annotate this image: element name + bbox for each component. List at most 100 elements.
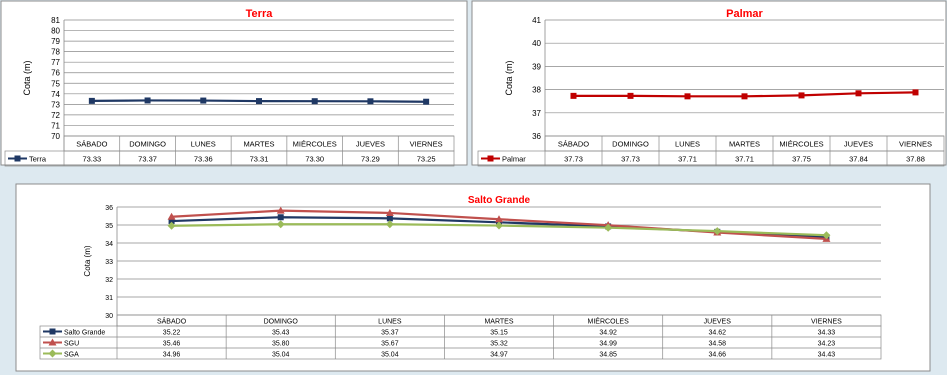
data-value-cell: 35.67 bbox=[381, 341, 399, 348]
data-point bbox=[385, 220, 394, 229]
y-tick-label: 74 bbox=[51, 90, 60, 99]
legend-key-marker bbox=[49, 328, 56, 335]
x-category-label: MARTES bbox=[729, 140, 760, 149]
x-category-label: DOMINGO bbox=[612, 140, 649, 149]
data-point bbox=[855, 90, 862, 97]
y-tick-label: 34 bbox=[105, 241, 113, 248]
data-value-cell: 73.29 bbox=[361, 155, 380, 164]
data-point bbox=[684, 93, 691, 100]
data-point bbox=[912, 89, 919, 96]
data-value-cell: 37.88 bbox=[906, 155, 925, 164]
y-tick-label: 32 bbox=[105, 277, 113, 284]
y-tick-label: 31 bbox=[105, 295, 113, 302]
x-category-label: VIERNES bbox=[811, 319, 842, 326]
data-value-cell: 35.32 bbox=[490, 341, 508, 348]
data-point bbox=[200, 97, 207, 104]
data-value-cell: 73.30 bbox=[305, 155, 324, 164]
x-category-label: SÁBADO bbox=[558, 140, 589, 149]
legend-series-name: Terra bbox=[29, 155, 47, 164]
data-value-cell: 34.99 bbox=[599, 341, 617, 348]
x-category-label: LUNES bbox=[378, 319, 402, 326]
chart-panel bbox=[471, 0, 947, 166]
y-tick-label: 38 bbox=[532, 86, 541, 95]
data-point bbox=[167, 221, 176, 230]
table-body bbox=[39, 325, 882, 360]
data-value-cell: 35.04 bbox=[381, 352, 399, 359]
y-tick-label: 41 bbox=[532, 16, 541, 25]
table-body bbox=[4, 150, 455, 167]
data-point bbox=[367, 98, 374, 105]
data-value-cell: 34.85 bbox=[599, 352, 617, 359]
y-tick-label: 81 bbox=[51, 16, 60, 25]
data-point bbox=[88, 97, 95, 104]
data-value-cell: 34.43 bbox=[818, 352, 836, 359]
x-category-label: MARTES bbox=[484, 319, 513, 326]
data-point bbox=[495, 215, 503, 223]
data-value-cell: 35.46 bbox=[163, 341, 181, 348]
data-value-cell: 73.25 bbox=[417, 155, 436, 164]
data-point bbox=[741, 93, 748, 100]
data-table: SÁBADO DOMINGO LUNES MARTES MIÉRCOLES JUEVES V… bbox=[4, 135, 455, 167]
data-point bbox=[168, 218, 175, 225]
data-point bbox=[604, 223, 613, 232]
table-body bbox=[477, 150, 945, 167]
y-tick-label: 30 bbox=[105, 313, 113, 320]
data-point bbox=[385, 208, 394, 216]
y-tick-label: 40 bbox=[532, 39, 541, 48]
y-tick-label: 76 bbox=[51, 69, 60, 78]
data-point bbox=[277, 214, 284, 221]
x-category-label: MIÉRCOLES bbox=[293, 140, 337, 149]
data-value-cell: 34.62 bbox=[709, 330, 727, 337]
data-point bbox=[311, 98, 318, 105]
legend-key-marker bbox=[14, 155, 21, 162]
data-value-cell: 73.36 bbox=[194, 155, 213, 164]
y-tick-label: 36 bbox=[105, 205, 113, 212]
x-category-label: MIÉRCOLES bbox=[779, 140, 823, 149]
series-terra bbox=[88, 97, 430, 105]
data-point bbox=[276, 206, 285, 214]
x-category-label: VIERNES bbox=[899, 140, 932, 149]
y-tick-label: 79 bbox=[51, 37, 60, 46]
data-point bbox=[627, 92, 634, 99]
chart-panel bbox=[15, 183, 931, 372]
data-value-cell: 34.96 bbox=[163, 352, 181, 359]
series-sga bbox=[167, 220, 831, 240]
legend-series-name: Salto Grande bbox=[64, 330, 105, 337]
data-value-cell: 37.84 bbox=[849, 155, 868, 164]
data-point bbox=[276, 220, 285, 229]
data-value-cell: 34.92 bbox=[599, 330, 617, 337]
legend-series-name: SGU bbox=[64, 341, 79, 348]
y-tick-label: 70 bbox=[51, 132, 60, 141]
legend-series-name: Palmar bbox=[502, 155, 526, 164]
data-point bbox=[256, 98, 262, 105]
data-point bbox=[423, 98, 430, 105]
y-axis-label: Cota (m) bbox=[22, 60, 32, 95]
legend-key-marker bbox=[48, 338, 57, 346]
data-value-cell: 35.22 bbox=[163, 330, 181, 337]
data-value-cell: 73.37 bbox=[138, 155, 157, 164]
data-point bbox=[386, 215, 393, 222]
x-category-label: MARTES bbox=[243, 140, 274, 149]
x-category-label: VIERNES bbox=[410, 140, 443, 149]
data-value-cell: 34.58 bbox=[709, 341, 727, 348]
x-category-label: MIÉRCOLES bbox=[588, 317, 630, 326]
chart-title: Palmar bbox=[726, 8, 763, 20]
y-axis-label: Cota (m) bbox=[83, 245, 92, 276]
data-table: SÁBADO DOMINGO LUNES MARTES MIÉRCOLES JUEVES V… bbox=[39, 314, 882, 360]
data-point bbox=[570, 92, 577, 99]
x-category-label: JUEVES bbox=[704, 319, 732, 326]
data-point bbox=[798, 92, 805, 99]
x-category-label: SÁBADO bbox=[76, 140, 107, 149]
data-value-cell: 34.33 bbox=[818, 330, 836, 337]
data-value-cell: 37.71 bbox=[678, 155, 697, 164]
chart-title: Salto Grande bbox=[468, 195, 531, 206]
data-value-cell: 35.15 bbox=[490, 330, 508, 337]
legend-series-name: SGA bbox=[64, 352, 79, 359]
data-value-cell: 35.43 bbox=[272, 330, 290, 337]
data-point bbox=[822, 231, 831, 240]
x-category-label: LUNES bbox=[191, 140, 216, 149]
data-value-cell: 37.73 bbox=[564, 155, 583, 164]
data-point bbox=[167, 212, 176, 220]
